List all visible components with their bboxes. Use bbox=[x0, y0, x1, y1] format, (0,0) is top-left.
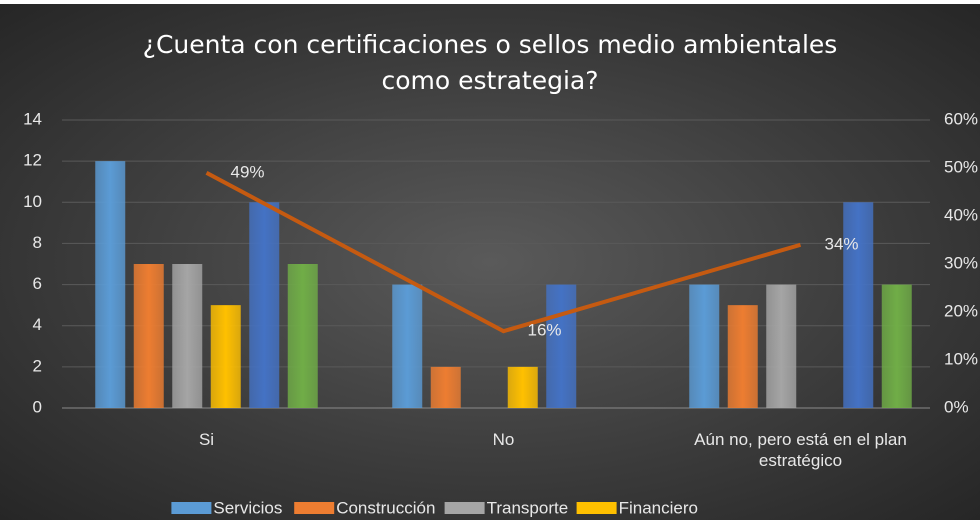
bar bbox=[881, 284, 912, 408]
bar bbox=[507, 366, 538, 408]
y-tick-label: 10 bbox=[23, 192, 42, 211]
bar bbox=[727, 305, 758, 408]
chart: ¿Cuenta con certificaciones o sellos med… bbox=[23, 30, 978, 517]
y2-tick-label: 30% bbox=[944, 253, 978, 272]
legend-swatch bbox=[171, 502, 212, 514]
x-tick-label: Aún no, pero está en el plan estratégico bbox=[694, 430, 907, 470]
legend-label: Construcción bbox=[336, 498, 435, 517]
chart-title: ¿Cuenta con certificaciones o sellos med… bbox=[143, 30, 838, 59]
legend-swatch bbox=[576, 502, 617, 514]
y-tick-label: 2 bbox=[33, 356, 42, 375]
bar bbox=[843, 202, 874, 408]
y-tick-label: 12 bbox=[23, 151, 42, 170]
bar bbox=[766, 284, 797, 408]
y2-tick-label: 10% bbox=[944, 349, 978, 368]
x-tick-label: No bbox=[492, 430, 515, 449]
y2-tick-label: 40% bbox=[944, 205, 978, 224]
legend-label: Servicios bbox=[213, 498, 282, 517]
data-label: 16% bbox=[528, 321, 562, 340]
y2-tick-label: 50% bbox=[944, 157, 978, 176]
y-tick-label: 6 bbox=[33, 274, 42, 293]
y-tick-label: 0 bbox=[33, 397, 42, 416]
bar bbox=[95, 161, 126, 408]
bar bbox=[392, 284, 423, 408]
x-tick-label: Si bbox=[198, 430, 215, 449]
bar bbox=[210, 305, 241, 408]
legend-label: Financiero bbox=[619, 498, 698, 517]
line bbox=[205, 171, 802, 334]
data-label: 49% bbox=[231, 162, 265, 181]
chart-title: como estrategia? bbox=[381, 66, 598, 95]
bar bbox=[172, 264, 203, 408]
y-tick-label: 14 bbox=[23, 109, 42, 128]
legend-label: Transporte bbox=[487, 498, 569, 517]
y-tick-label: 4 bbox=[33, 315, 42, 334]
y2-tick-label: 60% bbox=[944, 109, 978, 128]
bar bbox=[546, 284, 577, 408]
y-tick-label: 8 bbox=[33, 233, 42, 252]
bar bbox=[689, 284, 720, 408]
data-label: 34% bbox=[825, 234, 859, 253]
bar bbox=[133, 264, 164, 408]
bar bbox=[249, 202, 280, 408]
y2-tick-label: 0% bbox=[944, 397, 969, 416]
bar bbox=[287, 264, 318, 408]
legend-swatch bbox=[444, 502, 485, 514]
y2-tick-label: 20% bbox=[944, 301, 978, 320]
legend-swatch bbox=[294, 502, 335, 514]
chart-area: ¿Cuenta con certificaciones o sellos med… bbox=[0, 4, 980, 520]
bar bbox=[430, 366, 461, 408]
